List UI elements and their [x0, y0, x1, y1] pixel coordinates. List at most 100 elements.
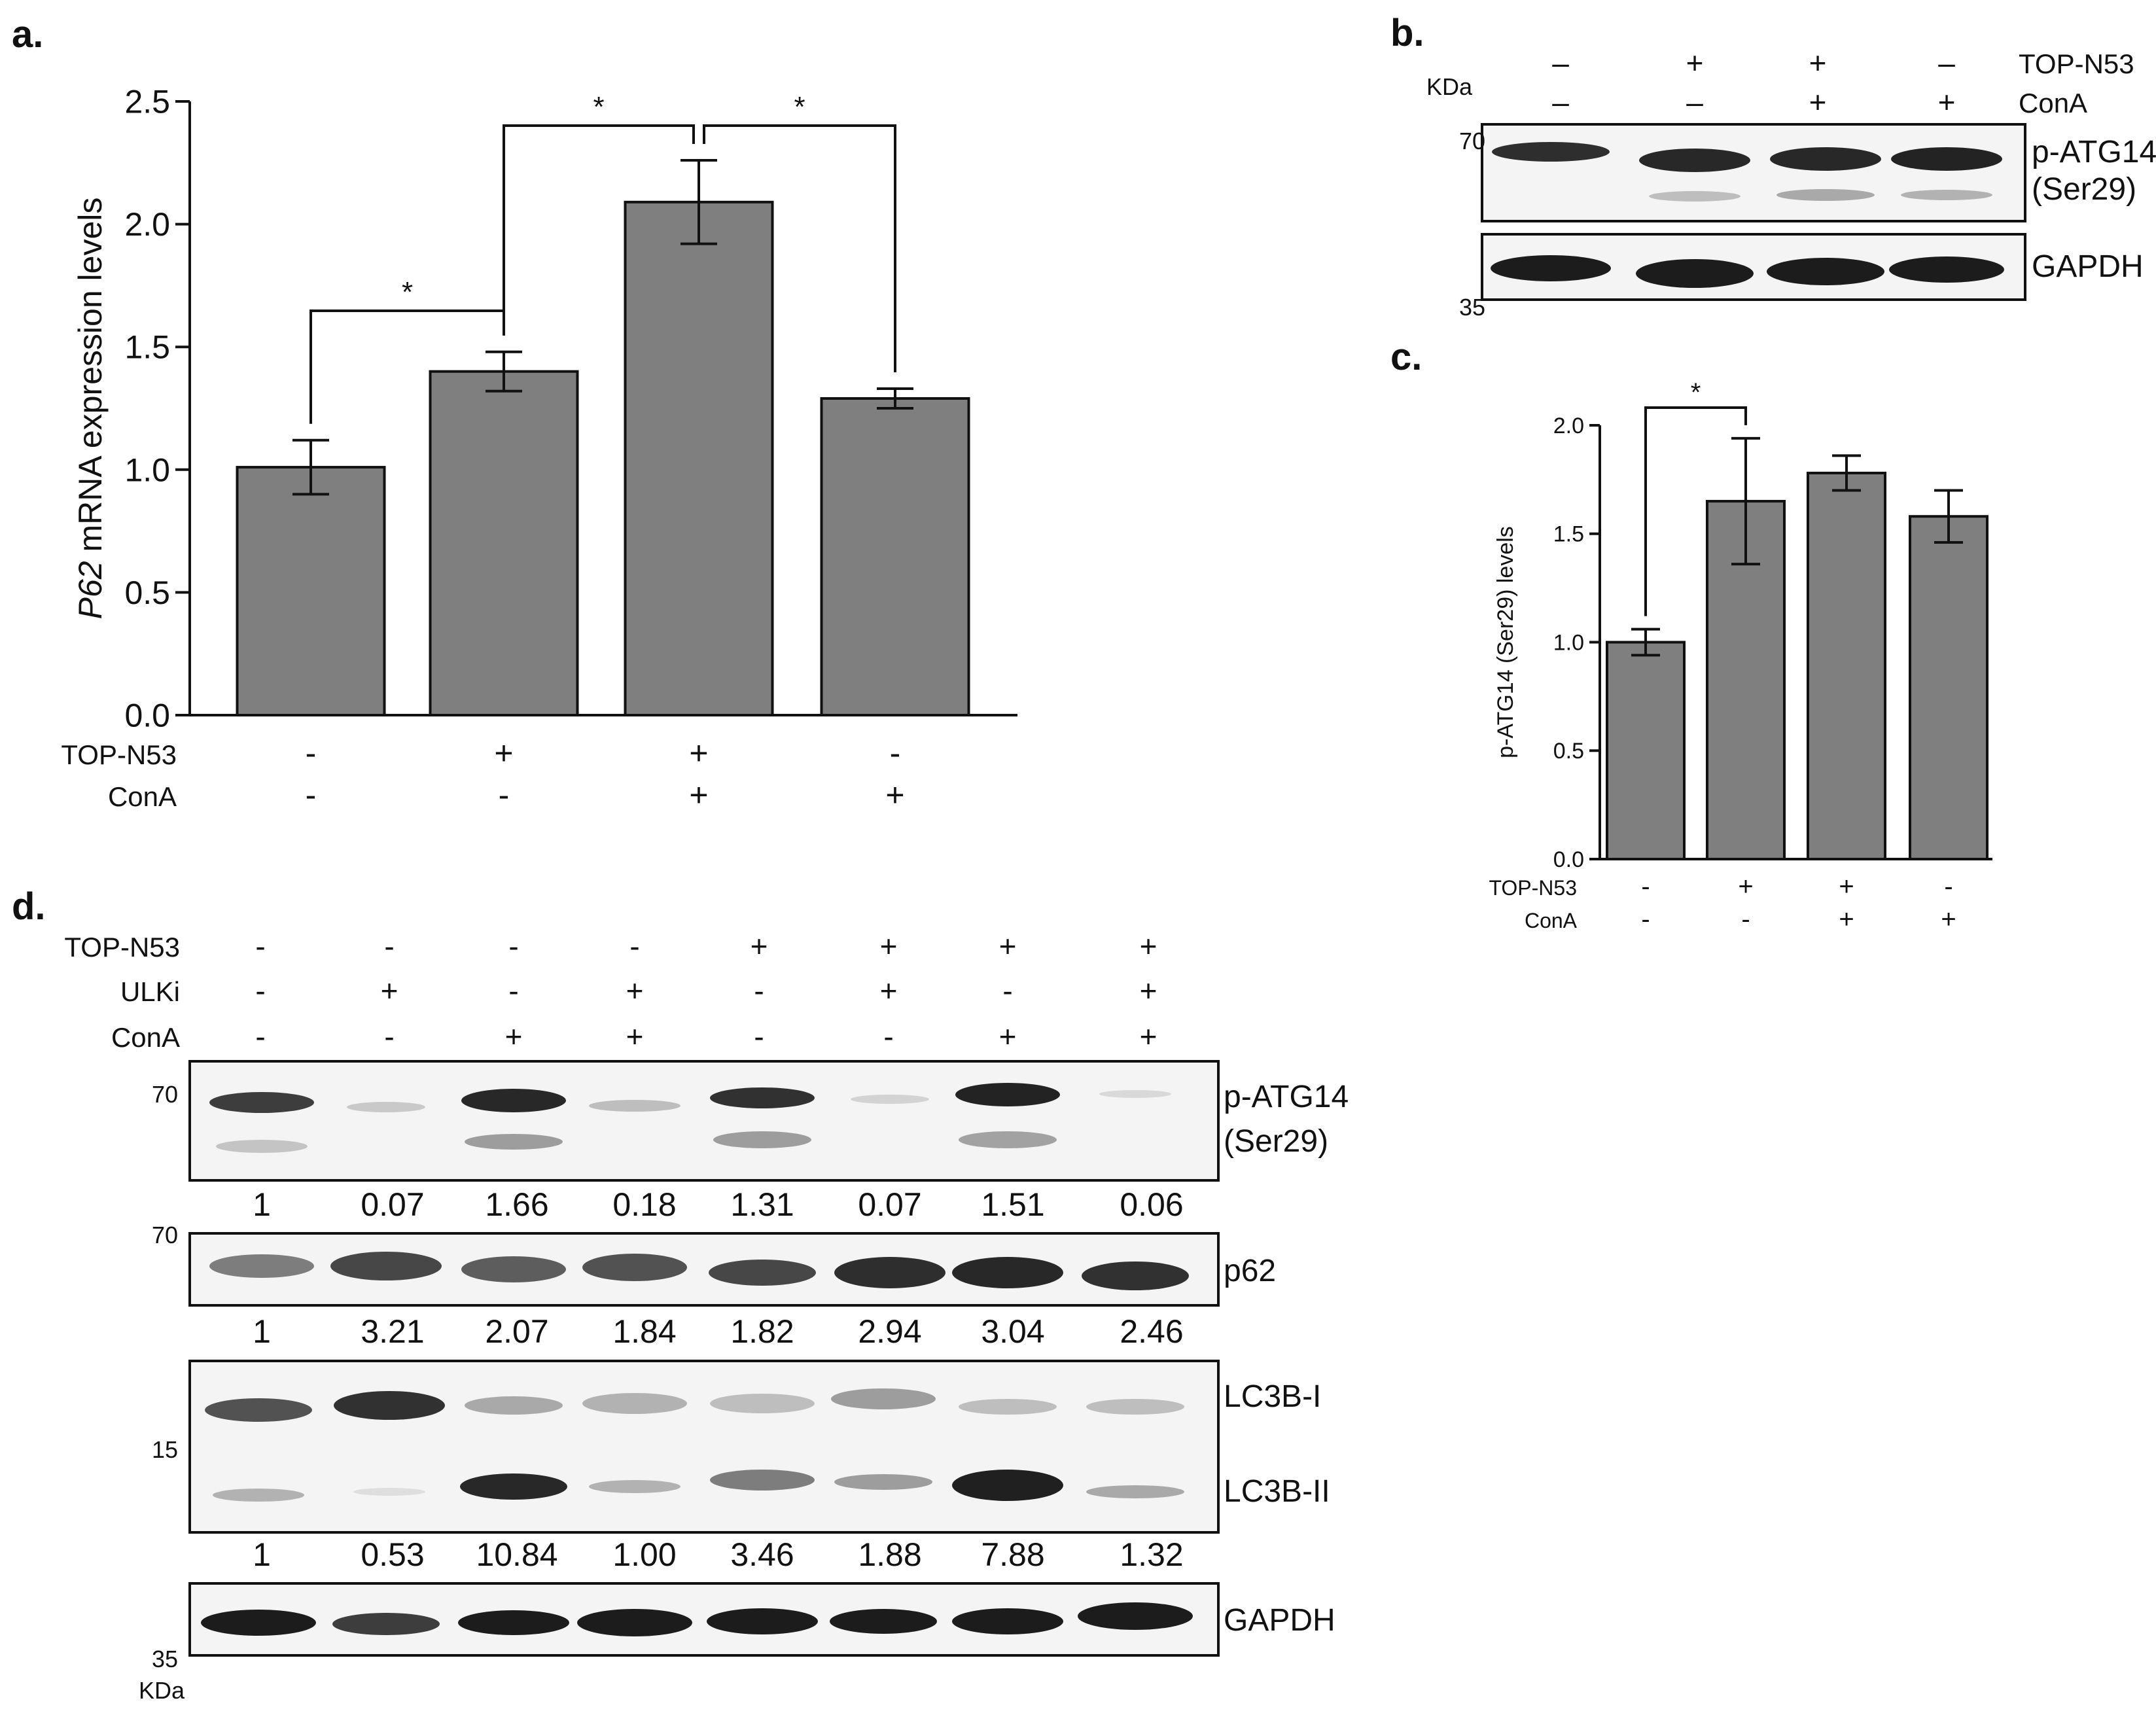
panel-c-condition-sign: + — [1738, 872, 1753, 901]
panel-d-condition-sign: - — [508, 974, 518, 1008]
panel-a-ytick-label: 1.5 — [124, 329, 170, 366]
panel-d-condition-sign: + — [1140, 929, 1158, 963]
panel-b-protein-patg14: p-ATG14 — [2032, 135, 2156, 169]
panel-d-condition-sign: + — [1140, 974, 1158, 1008]
panel-a-ytick-label: 1.0 — [124, 451, 170, 488]
panel-a-ylabel: P62 mRNA expression levels — [72, 198, 109, 620]
panel-d-quant-value: 3.21 — [361, 1313, 424, 1350]
panel-d-condition-sign: - — [883, 1019, 893, 1053]
panel-b-condition-label: ConA — [2019, 88, 2087, 118]
panel-d-condition-sign: - — [255, 929, 265, 963]
panel-d-condition-sign: + — [1140, 1019, 1158, 1053]
panel-d-quant-value: 0.07 — [858, 1186, 921, 1223]
panel-d-condition-sign: - — [384, 929, 394, 963]
panel-d-condition-sign: + — [381, 974, 398, 1008]
panel-c-bar — [1909, 515, 1988, 860]
panel-b-kda-label: KDa — [1426, 73, 1473, 100]
panel-c-ytick-label: 1.5 — [1553, 522, 1584, 547]
panel-c-condition-sign: + — [1839, 905, 1854, 934]
panel-a-ytick-label: 2.5 — [124, 84, 170, 120]
panel-c-ytick-label: 2.0 — [1553, 414, 1584, 438]
panel-a-significance-bracket — [703, 124, 896, 372]
panel-c-condition-sign: + — [1839, 872, 1854, 901]
panel-d-quant-patg14: 1 0.07 1.66 0.18 1.31 0.07 1.51 0.06 — [253, 1186, 1184, 1223]
panel-d-condition-sign: + — [505, 1019, 523, 1053]
panel-d-quant-value: 1.82 — [730, 1313, 794, 1350]
panel-a-condition-sign: + — [885, 777, 904, 813]
panel-d-condition-sign: + — [880, 929, 898, 963]
panel-d-condition-sign: - — [1002, 974, 1012, 1008]
panel-a-bar — [236, 466, 386, 716]
panel-c-ytick-label: 1.0 — [1553, 630, 1584, 655]
panel-b-mw-70: 70 — [1459, 128, 1485, 154]
panel-d-patg14-bands — [209, 1083, 1171, 1153]
panel-b-condition-sign: – — [1686, 85, 1703, 119]
panel-a-significance-bracket — [503, 124, 695, 336]
panel-b-condition-sign: – — [1552, 46, 1569, 80]
panel-a-significance-star: * — [593, 91, 604, 123]
panel-d-quant-value: 1 — [253, 1536, 271, 1573]
panel-b-gapdh-bands — [1491, 255, 2004, 288]
panel-d-quant-value: 1 — [253, 1313, 271, 1350]
panel-d-quant-value: 2.46 — [1120, 1313, 1183, 1350]
panel-d-quant-lc3b: 1 0.53 10.84 1.00 3.46 1.88 7.88 1.32 — [253, 1536, 1184, 1573]
panel-d-quant-value: 0.07 — [361, 1186, 424, 1223]
panel-a-bar — [429, 370, 579, 716]
panel-b-condition-sign: – — [1938, 46, 1955, 80]
panel-a-condition-sign: - — [499, 777, 510, 813]
panel-a-ytick-label: 0.5 — [124, 574, 170, 611]
panel-b-mw-35: 35 — [1459, 294, 1485, 321]
panel-d-quant-value: 1.32 — [1120, 1536, 1183, 1573]
panel-d-condition-sign: + — [626, 1019, 644, 1053]
panel-d-condition-sign: - — [508, 929, 518, 963]
panel-d-protein-p62: p62 — [1224, 1254, 1276, 1288]
panel-c-bar — [1606, 641, 1686, 860]
panel-d-p62-bands — [209, 1252, 1189, 1290]
panel-d-gapdh-bands — [201, 1602, 1193, 1636]
panel-b-condition-sign: – — [1552, 85, 1569, 119]
panel-b-condition-sign: + — [1809, 46, 1827, 80]
panel-d-condition-sign: + — [999, 1019, 1017, 1053]
panel-b-protein-gapdh: GAPDH — [2032, 249, 2144, 284]
panel-d-condition-label: TOP-N53 — [64, 932, 180, 962]
panel-a-label: a. — [12, 13, 43, 56]
panel-d-quant-value: 1.51 — [981, 1186, 1044, 1223]
panel-d-condition-sign: - — [255, 1019, 265, 1053]
panel-d-blot-lc3b — [188, 1360, 1220, 1534]
panel-d-quant-value: 1.31 — [730, 1186, 794, 1223]
panel-b-patg14-bands — [1492, 142, 2002, 202]
panel-b-blot-patg14 — [1481, 123, 2026, 222]
panel-d-blot-patg14 — [188, 1060, 1220, 1182]
panel-d-quant-value: 1.00 — [612, 1536, 676, 1573]
panel-d-quant-value: 2.07 — [485, 1313, 548, 1350]
panel-c-ytick-label: 0.0 — [1553, 847, 1584, 872]
panel-b-protein-ser29: (Ser29) — [2032, 172, 2136, 207]
panel-d-condition-sign: + — [999, 929, 1017, 963]
panel-c-condition-label: ConA — [1525, 909, 1578, 932]
panel-a-condition-sign: + — [689, 735, 708, 771]
panel-d-quant-p62: 1 3.21 2.07 1.84 1.82 2.94 3.04 2.46 — [253, 1313, 1184, 1350]
panel-c-condition-label: TOP-N53 — [1489, 876, 1577, 900]
panel-b-condition-sign: + — [1809, 85, 1827, 119]
panel-b-condition-sign: + — [1686, 46, 1704, 80]
panel-d-quant-value: 3.04 — [981, 1313, 1044, 1350]
panel-c-chart: 0.0 0.5 1.0 1.5 2.0 p-ATG14 (Ser29) levels * TO… — [1489, 378, 1992, 934]
panel-a-ytick-label: 0.0 — [124, 697, 170, 734]
panel-a-chart: 0.0 0.5 1.0 1.5 2.0 2.5 P62 mRNA expression le… — [61, 84, 1017, 813]
panel-d-quant-value: 1.66 — [485, 1186, 548, 1223]
panel-d-quant-value: 10.84 — [476, 1536, 557, 1573]
panel-a-bar — [624, 200, 774, 717]
panel-d-quant-value: 2.94 — [858, 1313, 921, 1350]
panel-d-condition-sign: + — [751, 929, 768, 963]
panel-d-quant-value: 1.84 — [612, 1313, 676, 1350]
panel-b-condition-sign: + — [1938, 85, 1956, 119]
panel-d-conditions: TOP-N53 - - - - + + + + ULKi - + - + - + - + ConA - - + + - - + + — [64, 929, 1157, 1053]
panel-d-condition-sign: - — [754, 1019, 764, 1053]
panel-d-protein-lc3b-i: LC3B-I — [1224, 1379, 1321, 1414]
panel-d-quant-value: 0.53 — [361, 1536, 424, 1573]
panel-c-significance-bracket — [1644, 406, 1747, 616]
panel-d-quant-value: 1.88 — [858, 1536, 921, 1573]
panel-d-protein-gapdh: GAPDH — [1224, 1603, 1335, 1638]
panel-d-kda-label: KDa — [139, 1677, 185, 1704]
